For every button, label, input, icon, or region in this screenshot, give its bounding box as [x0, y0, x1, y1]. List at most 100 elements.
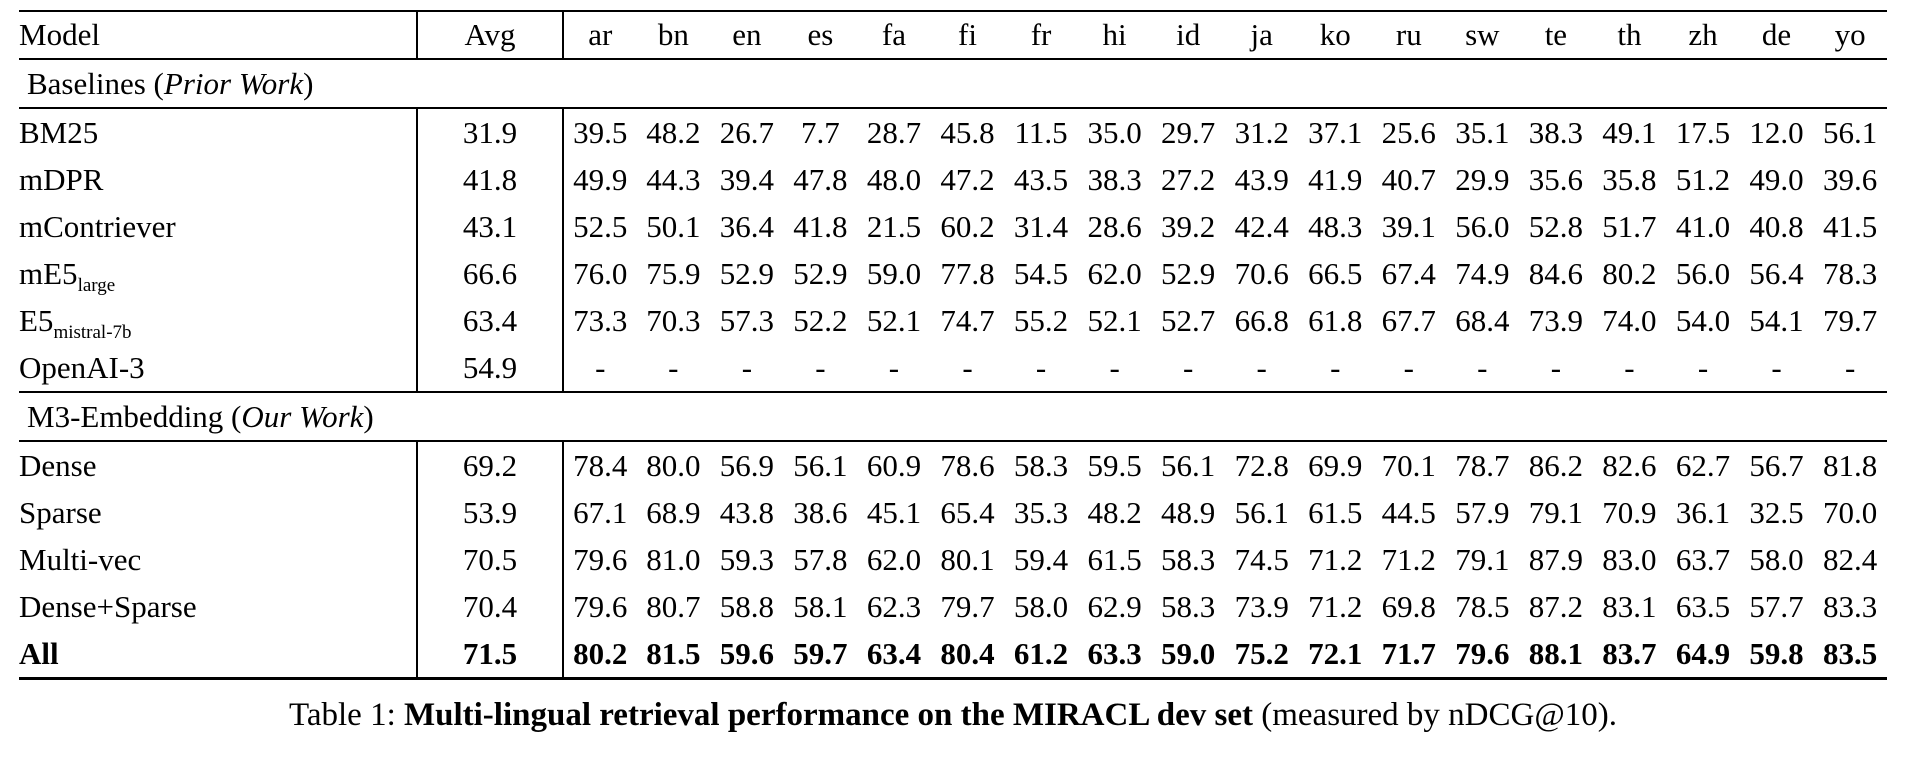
section-label-label_post: )	[303, 65, 314, 101]
score-cell: 44.5	[1381, 494, 1436, 530]
table-caption: Table 1: Multi-lingual retrieval perform…	[0, 697, 1906, 734]
miracl-results-table: Model Avg ar bn en es fa fi fr hi id ja ko ru sw te th zh…	[19, 10, 1887, 680]
score-cell: -	[1182, 349, 1194, 385]
model-name-cell: Sparse	[19, 489, 418, 536]
score-cell: 71.2	[1308, 588, 1363, 624]
table-row: Multi-vec 70.5 79.6 81.0 59.3 57.8 62.0 80.1 59.…	[19, 536, 1887, 583]
score-cell: 49.1	[1602, 114, 1657, 150]
score-cell: 38.3	[1087, 161, 1142, 197]
table-row: All 71.5 80.2 81.5 59.6 59.7 63.4 80.4 61.2 63.3 5…	[19, 630, 1887, 679]
model-name: E5	[19, 302, 54, 338]
score-cell: 59.0	[1161, 635, 1216, 671]
column-header-bn: bn	[636, 11, 711, 60]
score-cell: 76.0	[573, 255, 628, 291]
score-cell: 79.6	[573, 588, 628, 624]
avg-score-cell: 54.9	[417, 344, 564, 392]
model-name-cell: BM25	[19, 108, 418, 156]
section-label-label_post: )	[363, 398, 374, 434]
score-cell: 62.0	[866, 541, 922, 577]
score-cell: 80.1	[940, 541, 995, 577]
avg-score-cell: 70.4	[417, 583, 564, 630]
score-cell: 80.2	[573, 635, 628, 671]
model-name-cell: All	[19, 630, 418, 679]
score-cell: 54.0	[1675, 302, 1731, 338]
score-cell: 57.7	[1749, 588, 1804, 624]
score-cell: 52.7	[1161, 302, 1216, 338]
column-header-model: Model	[19, 11, 418, 60]
score-cell: 86.2	[1528, 447, 1583, 483]
score-cell: -	[595, 349, 606, 385]
score-cell: 68.9	[646, 494, 701, 530]
score-cell: 40.8	[1749, 208, 1804, 244]
score-cell: 49.0	[1749, 161, 1804, 197]
score-cell: 58.3	[1161, 541, 1216, 577]
score-cell: 80.4	[940, 635, 995, 671]
score-cell: 64.9	[1675, 635, 1731, 671]
score-cell: 72.1	[1308, 635, 1363, 671]
table-row: mDPR 41.8 49.9 44.3 39.4 47.8 48.0 47.2 43.5 38.3…	[19, 156, 1887, 203]
score-cell: 25.6	[1381, 114, 1436, 150]
score-cell: 58.0	[1013, 588, 1069, 624]
column-header-sw: sw	[1445, 11, 1520, 60]
score-cell: 61.2	[1013, 635, 1069, 671]
score-cell: 78.3	[1823, 255, 1878, 291]
score-cell: 47.2	[940, 161, 995, 197]
model-name: OpenAI-3	[19, 349, 145, 385]
score-cell: 70.9	[1602, 494, 1657, 530]
score-cell: 63.3	[1087, 635, 1142, 671]
score-cell: 70.3	[646, 302, 701, 338]
paper-table-page: Model Avg ar bn en es fa fi fr hi id ja ko ru sw te th zh…	[0, 10, 1906, 766]
score-cell: -	[1771, 349, 1782, 385]
score-cell: 56.0	[1675, 255, 1731, 291]
score-cell: 51.2	[1675, 161, 1731, 197]
score-cell: 77.8	[940, 255, 995, 291]
score-cell: 12.0	[1749, 114, 1804, 150]
score-cell: 58.3	[1013, 447, 1069, 483]
header-row: Model Avg ar bn en es fa fi fr hi id ja ko ru sw te th zh…	[19, 11, 1887, 60]
column-header-te: te	[1519, 11, 1593, 60]
score-cell: 52.1	[866, 302, 922, 338]
score-cell: 52.9	[719, 255, 774, 291]
score-cell: 31.2	[1234, 114, 1289, 150]
score-cell: -	[1697, 349, 1709, 385]
score-cell: 36.1	[1675, 494, 1731, 530]
score-cell: 63.4	[866, 635, 922, 671]
score-cell: 81.5	[646, 635, 701, 671]
score-cell: 41.8	[793, 208, 848, 244]
score-cell: 48.9	[1161, 494, 1216, 530]
model-name-subscript: large	[77, 274, 116, 296]
score-cell: 27.2	[1161, 161, 1216, 197]
score-cell: 59.5	[1087, 447, 1142, 483]
score-cell: 79.6	[573, 541, 628, 577]
score-cell: 32.5	[1749, 494, 1804, 530]
score-cell: 52.1	[1087, 302, 1142, 338]
score-cell: 58.1	[793, 588, 848, 624]
score-cell: 63.5	[1675, 588, 1731, 624]
score-cell: 35.0	[1087, 114, 1142, 150]
score-cell: 44.3	[646, 161, 701, 197]
score-cell: -	[888, 349, 900, 385]
caption-prefix: Table 1:	[289, 697, 404, 733]
score-cell: 60.2	[940, 208, 995, 244]
score-cell: 59.8	[1749, 635, 1804, 671]
score-cell: 65.4	[940, 494, 995, 530]
score-cell: 54.5	[1013, 255, 1069, 291]
score-cell: 83.5	[1823, 635, 1878, 671]
column-header-es: es	[783, 11, 858, 60]
score-cell: 67.4	[1381, 255, 1436, 291]
score-cell: 59.0	[866, 255, 922, 291]
score-cell: 36.4	[719, 208, 774, 244]
score-cell: 61.5	[1087, 541, 1142, 577]
score-cell: 83.0	[1602, 541, 1657, 577]
score-cell: 31.4	[1013, 208, 1069, 244]
column-header-id: id	[1151, 11, 1225, 60]
score-cell: 73.9	[1528, 302, 1583, 338]
section-label-label_pre: Baselines (	[27, 65, 164, 101]
score-cell: 79.6	[1455, 635, 1510, 671]
table-row: Dense 69.2 78.4 80.0 56.9 56.1 60.9 78.6 58.3 59.…	[19, 441, 1887, 489]
column-header-fr: fr	[1004, 11, 1078, 60]
score-cell: 68.4	[1455, 302, 1510, 338]
column-header-en: en	[710, 11, 784, 60]
score-cell: 48.2	[1087, 494, 1142, 530]
score-cell: 74.9	[1455, 255, 1510, 291]
